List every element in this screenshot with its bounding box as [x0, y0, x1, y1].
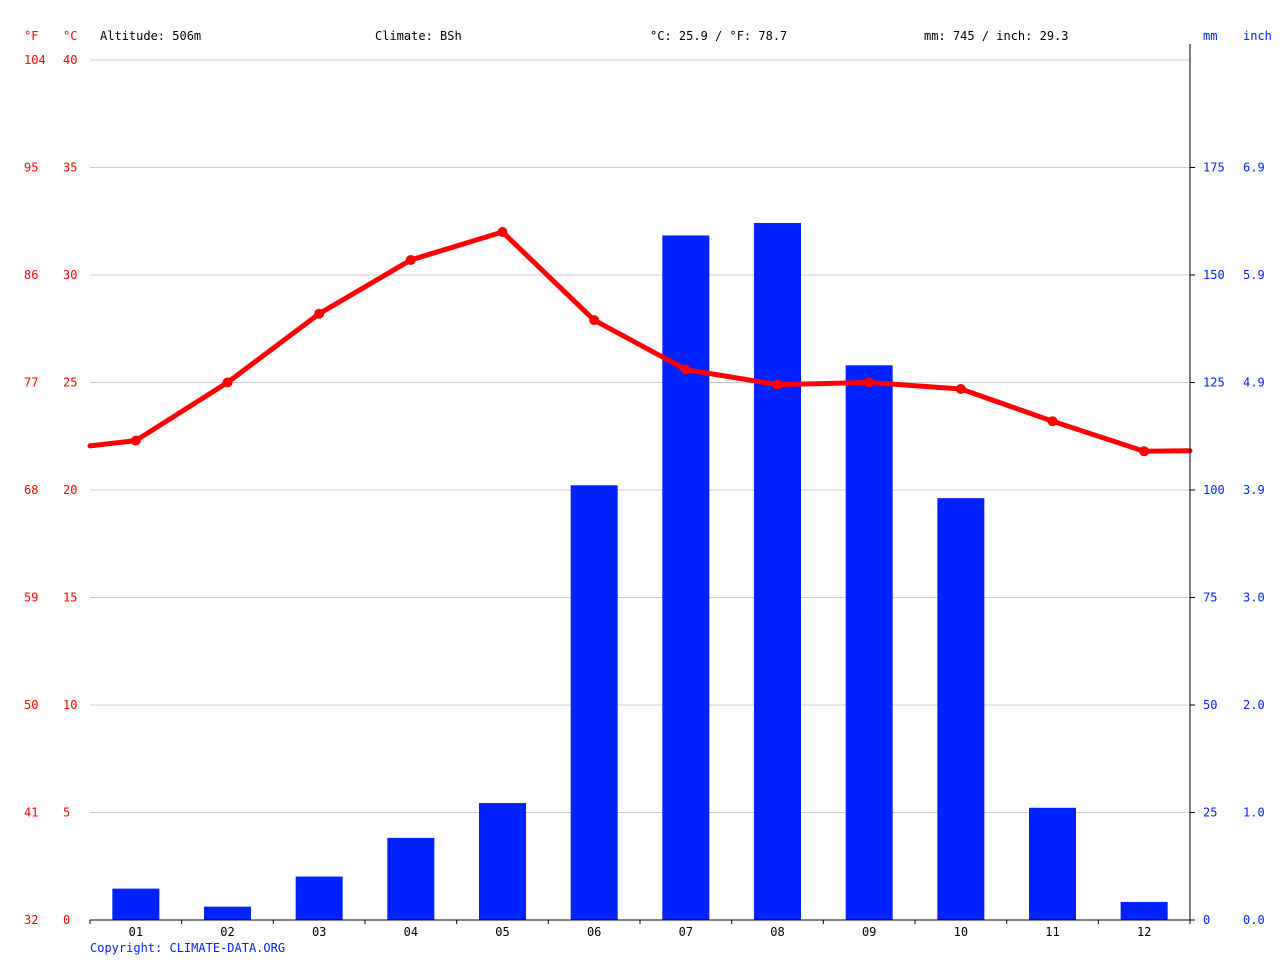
inch-tick-label: 0.0 — [1243, 913, 1265, 927]
celsius-tick-label: 5 — [63, 806, 70, 820]
inch-tick-label: 3.9 — [1243, 483, 1265, 497]
celsius-tick-label: 15 — [63, 591, 77, 605]
fahrenheit-tick-label: 59 — [24, 591, 38, 605]
fahrenheit-tick-label: 77 — [24, 376, 38, 390]
celsius-tick-label: 35 — [63, 161, 77, 175]
altitude-label: Altitude: 506m — [100, 29, 201, 43]
precipitation-total-label: mm: 745 / inch: 29.3 — [924, 29, 1069, 43]
unit-f-label: °F — [24, 29, 38, 43]
temperature-point — [864, 377, 875, 388]
fahrenheit-tick-label: 41 — [24, 806, 38, 820]
month-tick-label: 04 — [404, 925, 418, 939]
fahrenheit-tick-label: 86 — [24, 268, 38, 282]
inch-tick-label: 6.9 — [1243, 161, 1265, 175]
inch-tick-label: 1.0 — [1243, 806, 1265, 820]
climate-label: Climate: BSh — [375, 29, 462, 43]
precipitation-bar — [570, 485, 618, 920]
celsius-tick-label: 25 — [63, 376, 77, 390]
unit-mm-label: mm — [1203, 29, 1217, 43]
unit-c-label: °C — [63, 29, 77, 43]
precipitation-bar — [387, 837, 435, 920]
temperature-line — [87, 227, 1193, 457]
celsius-tick-label: 40 — [63, 53, 77, 67]
temperature-point — [497, 227, 508, 237]
month-tick-label: 01 — [129, 925, 143, 939]
precipitation-bar — [754, 222, 801, 921]
month-tick-label: 07 — [679, 925, 693, 939]
precipitation-bar — [1120, 901, 1168, 920]
mm-tick-label: 150 — [1203, 268, 1225, 282]
fahrenheit-tick-label: 95 — [24, 161, 38, 175]
precipitation-bars — [112, 222, 1168, 921]
precipitation-bar — [845, 365, 893, 920]
temperature-point — [222, 377, 233, 388]
mm-tick-label: 0 — [1203, 913, 1210, 927]
fahrenheit-tick-label: 104 — [24, 53, 46, 67]
precipitation-bar — [479, 803, 526, 920]
precipitation-bar — [204, 906, 251, 920]
copyright-link[interactable]: Copyright: CLIMATE-DATA.ORG — [90, 941, 285, 955]
temperature-point — [1047, 416, 1058, 427]
temperature-point — [1139, 446, 1150, 457]
inch-tick-label: 4.9 — [1243, 376, 1265, 390]
month-tick-label: 09 — [862, 925, 876, 939]
temperature-average-label: °C: 25.9 / °F: 78.7 — [650, 29, 787, 43]
temperature-point — [405, 254, 416, 265]
temperature-point — [130, 435, 141, 446]
month-tick-label: 08 — [770, 925, 784, 939]
mm-tick-label: 100 — [1203, 483, 1225, 497]
fahrenheit-tick-label: 50 — [24, 698, 38, 712]
month-tick-label: 06 — [587, 925, 601, 939]
fahrenheit-tick-label: 32 — [24, 913, 38, 927]
axes — [90, 44, 1191, 921]
inch-tick-label: 5.9 — [1243, 268, 1265, 282]
unit-inch-label: inch — [1243, 29, 1272, 43]
temperature-point — [955, 383, 966, 394]
mm-tick-label: 175 — [1203, 161, 1225, 175]
month-tick-label: 03 — [312, 925, 326, 939]
precipitation-bar — [112, 888, 160, 920]
month-tick-label: 05 — [495, 925, 509, 939]
temperature-point — [772, 379, 783, 390]
celsius-tick-label: 0 — [63, 913, 70, 927]
mm-tick-label: 50 — [1203, 698, 1217, 712]
celsius-tick-label: 10 — [63, 698, 77, 712]
inch-tick-label: 3.0 — [1243, 591, 1265, 605]
mm-tick-label: 125 — [1203, 376, 1225, 390]
temperature-line-path — [87, 229, 1193, 454]
mm-tick-label: 75 — [1203, 591, 1217, 605]
temperature-point — [314, 308, 325, 319]
month-tick-label: 02 — [220, 925, 234, 939]
precipitation-bar — [937, 498, 985, 920]
mm-tick-label: 25 — [1203, 806, 1217, 820]
precipitation-bar — [1029, 807, 1076, 920]
temperature-point — [589, 315, 600, 326]
grid-lines — [90, 59, 1190, 813]
celsius-tick-label: 20 — [63, 483, 77, 497]
celsius-tick-label: 30 — [63, 268, 77, 282]
month-tick-label: 12 — [1137, 925, 1151, 939]
precipitation-bar — [295, 876, 343, 920]
precipitation-bar — [662, 235, 710, 920]
temperature-point — [680, 364, 691, 375]
month-tick-label: 11 — [1045, 925, 1059, 939]
month-tick-label: 10 — [954, 925, 968, 939]
inch-tick-label: 2.0 — [1243, 698, 1265, 712]
fahrenheit-tick-label: 68 — [24, 483, 38, 497]
